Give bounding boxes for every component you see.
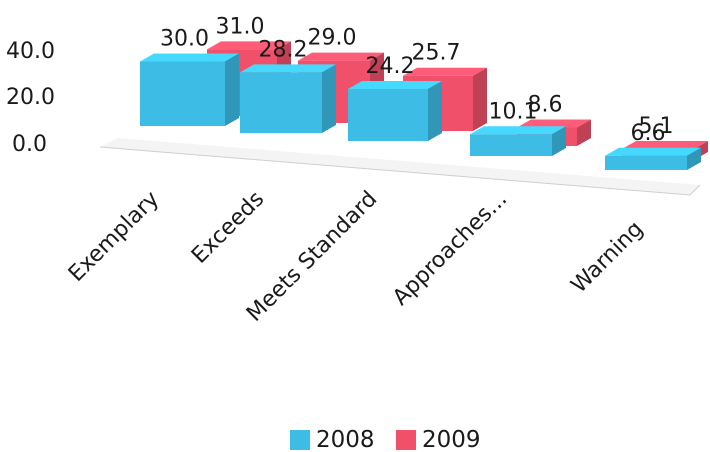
- bar-2009-side: [577, 119, 591, 146]
- category-axis: Exemplary Exceeds Meets Standard Approac…: [64, 187, 648, 327]
- data-label-2009: 31.0: [216, 14, 265, 39]
- data-label-2009: 8.6: [528, 93, 563, 118]
- y-tick-label: 40.0: [6, 39, 55, 64]
- data-label-2008: 24.2: [366, 54, 415, 79]
- bar-2008-side: [428, 80, 442, 141]
- bar-2008-front: [348, 88, 428, 141]
- data-label-2009: 5.1: [639, 114, 674, 139]
- data-label-2008: 10.1: [489, 99, 538, 124]
- bar-2008-side: [322, 64, 336, 133]
- bar-2009-top: [298, 52, 384, 61]
- data-label-2008: 28.2: [259, 37, 308, 62]
- legend-swatch-2008: [290, 430, 310, 450]
- category-label: Approaches...: [388, 187, 512, 311]
- bar-2008: [240, 64, 336, 133]
- bar-2008-side: [687, 147, 701, 170]
- bar-2008-top: [140, 53, 239, 62]
- bar-2008-top: [348, 80, 442, 89]
- bar-2009-top: [517, 119, 591, 128]
- bar-2008: [348, 80, 442, 141]
- bar-2009-top: [403, 67, 487, 76]
- legend-swatch-2009: [396, 430, 416, 450]
- category-label: Exceeds: [187, 187, 269, 269]
- bar-2009-side: [473, 67, 487, 131]
- bar-2008-front: [605, 155, 687, 170]
- bar-2008-side: [225, 53, 239, 126]
- bar-2009-top: [207, 41, 291, 50]
- data-label-2008: 30.0: [160, 27, 209, 52]
- legend: 2008 2009: [290, 427, 481, 452]
- bar-2008-front: [240, 72, 322, 133]
- bars: [140, 41, 708, 170]
- bar-2008-top: [240, 64, 336, 73]
- bar-2009-top: [622, 141, 708, 150]
- bar-2008: [470, 126, 566, 156]
- data-label-2009: 29.0: [308, 26, 357, 51]
- legend-label-2009: 2009: [422, 427, 481, 452]
- y-tick-label: 0.0: [12, 132, 47, 157]
- floor-plane: [100, 138, 700, 195]
- data-labels: 31.0 30.0 29.028.2 25.724.2 8.610.1 5.16.6: [160, 14, 673, 145]
- bar-2008-top: [605, 147, 701, 156]
- y-axis: 40.0 20.0 0.0: [6, 39, 55, 157]
- floor-edge: [99, 146, 701, 196]
- data-label-2008: 6.6: [631, 121, 666, 146]
- bar-2008-front: [470, 134, 552, 156]
- bar-2008-top: [470, 126, 566, 135]
- bar-2008: [140, 53, 239, 126]
- legend-label-2008: 2008: [316, 427, 375, 452]
- bar-2008-side: [552, 126, 566, 156]
- category-label: Exemplary: [64, 187, 164, 287]
- bar-2008: [605, 147, 701, 170]
- y-tick-label: 20.0: [6, 85, 55, 110]
- chart-floor: [99, 138, 701, 196]
- bar-2008-front: [140, 61, 225, 126]
- data-label-2009: 25.7: [412, 41, 461, 66]
- category-label: Warning: [567, 217, 649, 299]
